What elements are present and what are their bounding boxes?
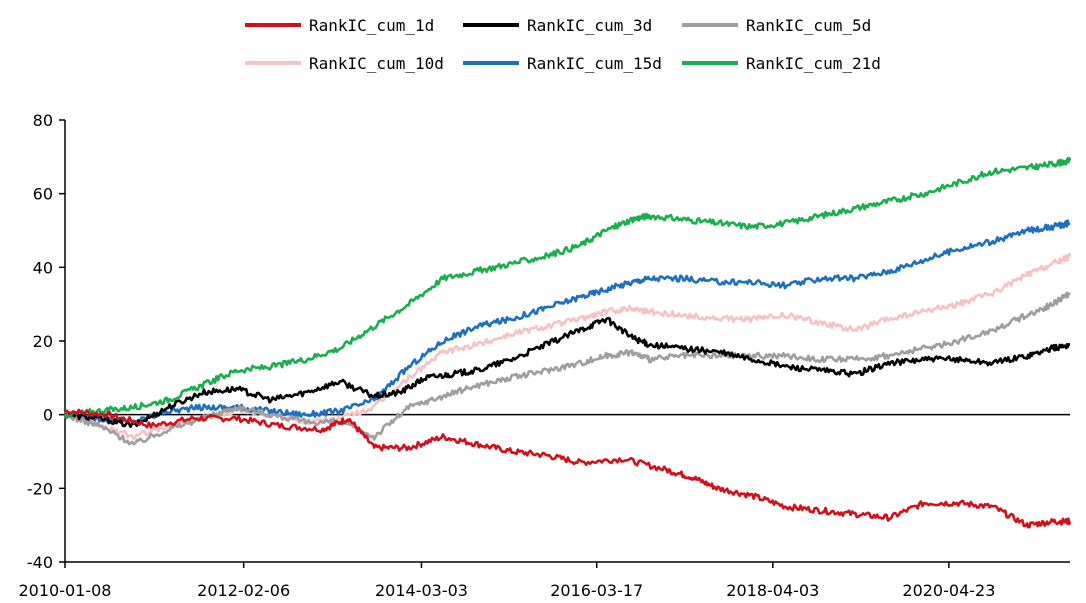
legend-item: RankIC_cum_10d xyxy=(245,54,444,73)
x-tick-label: 2012-02-06 xyxy=(197,581,290,600)
legend-item: RankIC_cum_21d xyxy=(682,54,881,73)
series-lines xyxy=(63,157,1072,529)
legend-item: RankIC_cum_15d xyxy=(463,54,662,73)
legend-label: RankIC_cum_21d xyxy=(746,54,881,73)
legend-item: RankIC_cum_3d xyxy=(463,16,652,35)
series-line-RankIC_cum_21d xyxy=(63,157,1072,419)
series-line-RankIC_cum_3d xyxy=(63,316,1071,428)
x-tick-label: 2016-03-17 xyxy=(550,581,643,600)
legend: RankIC_cum_1d RankIC_cum_3d RankIC_cum_5d R… xyxy=(245,16,881,73)
legend-item: RankIC_cum_5d xyxy=(682,16,871,35)
x-tick-label: 2020-04-23 xyxy=(902,581,995,600)
legend-label: RankIC_cum_10d xyxy=(309,54,444,73)
series-line-RankIC_cum_10d xyxy=(64,252,1072,441)
x-tick-label: 2014-03-03 xyxy=(375,581,468,600)
y-tick-label: -40 xyxy=(27,553,53,572)
legend-label: RankIC_cum_5d xyxy=(746,16,871,35)
legend-label: RankIC_cum_1d xyxy=(309,16,434,35)
legend-item: RankIC_cum_1d xyxy=(245,16,434,35)
y-tick-label: 20 xyxy=(33,332,53,351)
series-line-RankIC_cum_1d xyxy=(64,408,1072,529)
y-tick-label: 60 xyxy=(33,185,53,204)
y-tick-label: 80 xyxy=(33,111,53,130)
legend-label: RankIC_cum_3d xyxy=(527,16,652,35)
x-tick-label: 2010-01-08 xyxy=(19,581,112,600)
y-tick-label: 0 xyxy=(43,406,53,425)
series-line-RankIC_cum_5d xyxy=(63,291,1071,446)
axes: -40 -20 0 20 40 60 80 2010-01-08 2012-02-06 2014-… xyxy=(19,111,1070,600)
legend-label: RankIC_cum_15d xyxy=(527,54,662,73)
y-tick-label: -20 xyxy=(27,479,53,498)
x-tick-label: 2018-04-03 xyxy=(726,581,819,600)
y-tick-label: 40 xyxy=(33,258,53,277)
